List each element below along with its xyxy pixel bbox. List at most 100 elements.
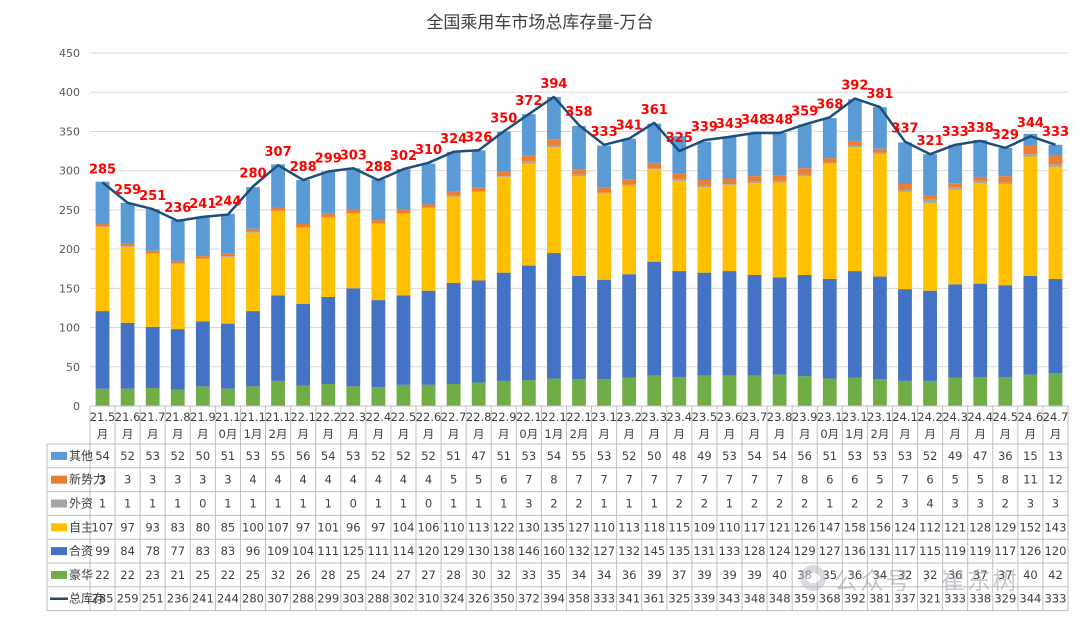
table-cell-value: 6: [926, 473, 933, 487]
bar-segment: [145, 253, 160, 254]
table-cell-value: 109: [267, 544, 289, 558]
x-category-label: 23.1: [842, 410, 868, 424]
x-category-label: 月: [724, 427, 736, 441]
bar-segment: [822, 163, 837, 279]
table-cell-value: 4: [425, 473, 432, 487]
table-cell-value: 36: [622, 568, 637, 582]
bar-segment: [672, 376, 687, 406]
table-cell-value: 160: [543, 544, 565, 558]
bar-segment: [446, 151, 461, 192]
bar-segment: [847, 140, 862, 146]
total-data-label: 392: [841, 78, 868, 93]
table-cell-value: 130: [518, 520, 540, 534]
table-cell-value: 12: [1048, 473, 1063, 487]
bar-segment: [547, 96, 561, 140]
bar-segment: [371, 223, 386, 225]
table-cell-value: 129: [794, 544, 816, 558]
table-cell-value: 40: [772, 568, 787, 582]
bar-segment: [396, 384, 411, 406]
data-table: 21.5月21.6月21.7月21.8月21.9月21.10月21.11月21.…: [46, 405, 1069, 612]
table-cell-value: 52: [622, 449, 637, 463]
x-category-label: 23.1: [867, 410, 893, 424]
bar-segment: [622, 179, 637, 185]
bar-segment: [647, 168, 662, 170]
total-data-label: 236: [164, 201, 191, 216]
bar-segment: [672, 180, 687, 272]
table-cell-value: 55: [271, 449, 286, 463]
bar-segment: [145, 253, 160, 327]
bar-segment: [1048, 144, 1063, 155]
table-cell-value: 4: [926, 497, 933, 511]
bar-segment: [120, 202, 135, 244]
bar-segment: [923, 380, 937, 406]
bar-segment: [321, 213, 336, 217]
table-cell-value: 8: [550, 473, 557, 487]
table-cell-value: 3: [901, 497, 908, 511]
table-cell-value: 83: [170, 520, 185, 534]
table-cell-value: 6: [851, 473, 858, 487]
table-cell-value: 372: [518, 592, 540, 606]
table-cell-value: 135: [543, 520, 565, 534]
table-cell-value: 2: [851, 497, 858, 511]
table-cell-value: 32: [923, 568, 938, 582]
bar-segment: [421, 384, 436, 406]
bar-segment: [722, 184, 737, 272]
table-cell-value: 324: [443, 592, 465, 606]
legend-key: [51, 475, 67, 484]
bar-segment: [296, 385, 311, 406]
table-cell-value: 104: [392, 520, 414, 534]
table-cell-value: 40: [1023, 568, 1038, 582]
bar-segment: [572, 379, 586, 406]
bar-segment: [722, 375, 737, 406]
x-category-label: 22.2: [315, 410, 341, 424]
bar-segment: [321, 217, 336, 297]
x-category-label: 月: [949, 427, 961, 441]
legend-label: 合资: [69, 543, 93, 558]
table-cell-value: 97: [371, 520, 386, 534]
bar-segment: [622, 184, 637, 186]
table-cell-value: 394: [543, 592, 565, 606]
table-cell-value: 329: [994, 592, 1016, 606]
table-cell-value: 39: [697, 568, 712, 582]
x-category-label: 月: [1000, 427, 1012, 441]
table-cell-value: 143: [1044, 520, 1066, 534]
table-cell-value: 118: [643, 520, 665, 534]
bar-segment: [647, 261, 662, 376]
table-cell-value: 251: [142, 592, 164, 606]
bar-segment: [471, 191, 486, 281]
table-cell-value: 39: [747, 568, 762, 582]
table-cell-value: 113: [618, 520, 640, 534]
table-cell-value: 112: [919, 520, 941, 534]
bar-segment: [847, 145, 862, 148]
x-category-label: 24.2: [917, 410, 943, 424]
table-cell-value: 53: [898, 449, 913, 463]
bar-segment: [521, 265, 536, 381]
bar-segment: [873, 154, 887, 277]
table-cell-value: 244: [217, 592, 239, 606]
table-cell-value: 110: [593, 520, 615, 534]
table-cell-value: 99: [95, 544, 110, 558]
table-cell-value: 35: [822, 568, 837, 582]
table-cell-value: 53: [722, 449, 737, 463]
bar-segment: [346, 168, 361, 210]
total-data-label: 381: [866, 87, 893, 102]
x-category-label: 21.1: [240, 410, 266, 424]
total-data-label: 244: [214, 195, 241, 210]
bar-segment: [797, 376, 812, 406]
bar-segment: [95, 226, 110, 228]
table-cell-value: 53: [873, 449, 888, 463]
x-category-label: 23.1: [817, 410, 843, 424]
table-cell-value: 1: [826, 497, 833, 511]
x-category-label: 22.1: [566, 410, 592, 424]
total-data-label: 326: [465, 130, 492, 145]
table-cell-value: 48: [672, 449, 687, 463]
bar-segment: [195, 321, 210, 387]
table-cell-value: 333: [1044, 592, 1066, 606]
table-cell-value: 47: [973, 449, 988, 463]
bar-segment: [772, 182, 787, 278]
table-cell-value: 101: [317, 520, 339, 534]
table-cell-value: 4: [299, 473, 306, 487]
table-cell-value: 54: [95, 449, 110, 463]
table-cell-value: 110: [443, 520, 465, 534]
